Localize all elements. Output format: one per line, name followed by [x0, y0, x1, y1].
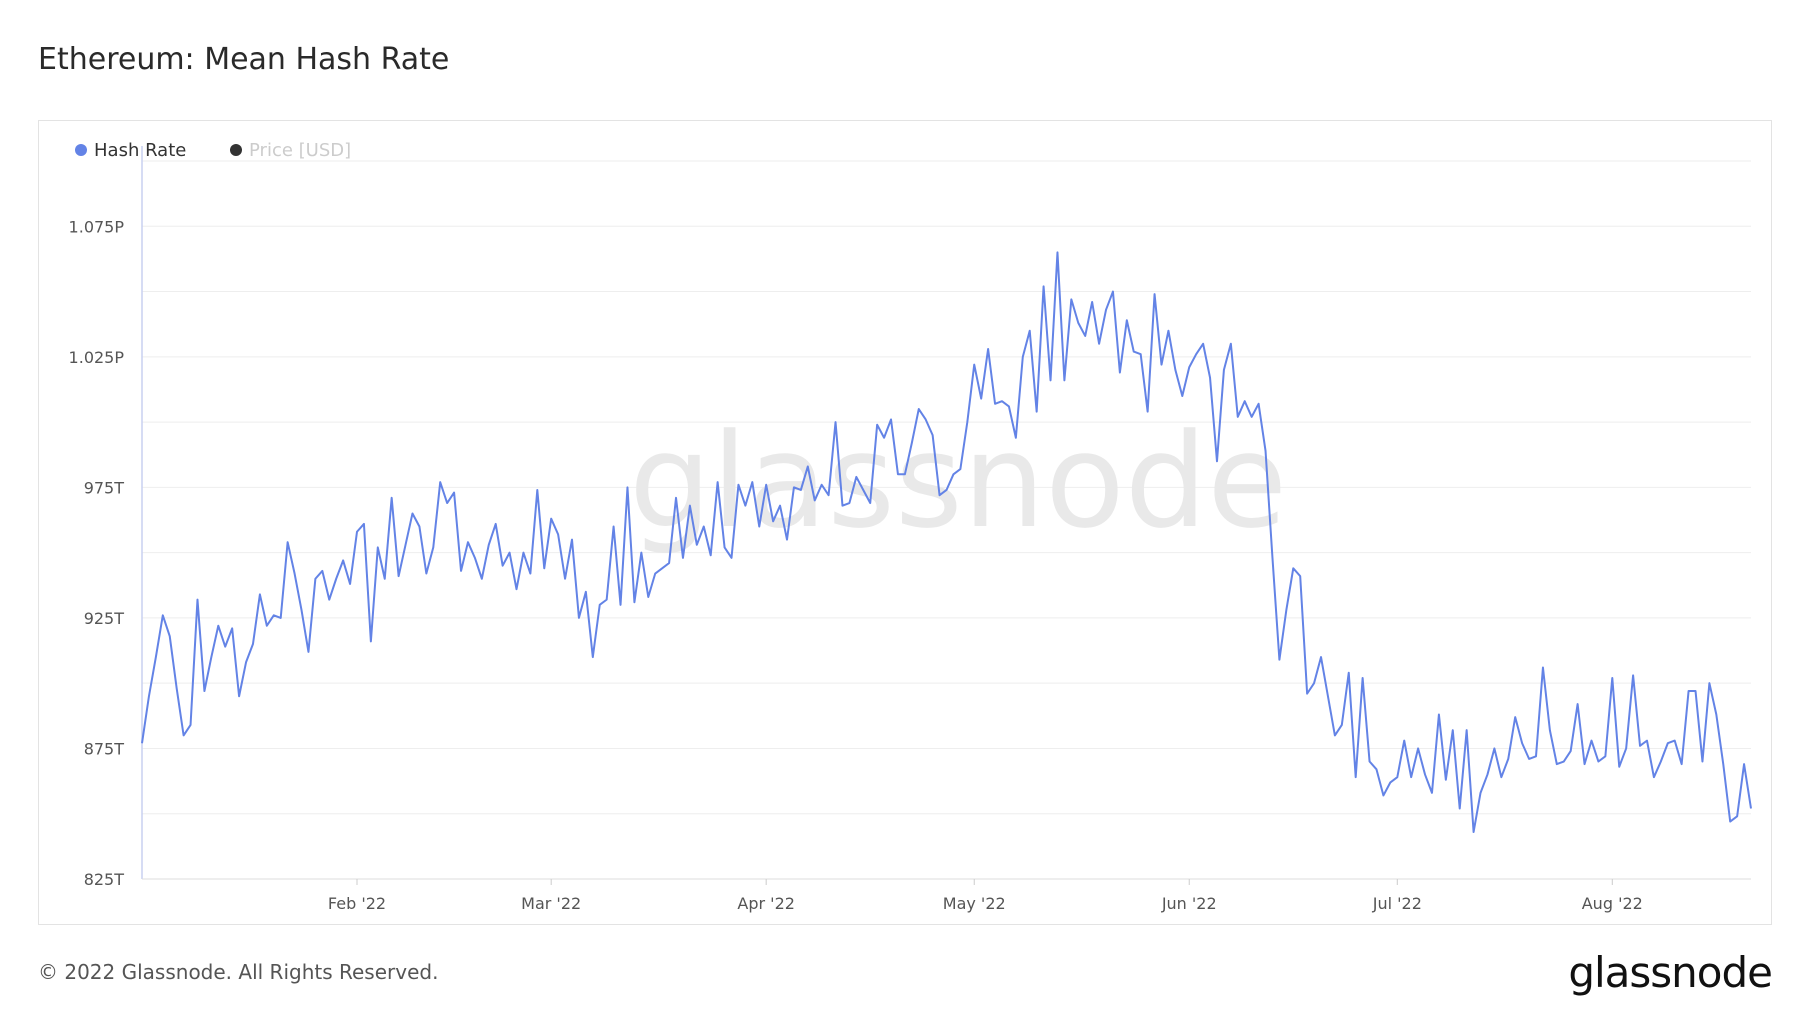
legend-marker	[75, 144, 87, 156]
legend-label: Price [USD]	[249, 140, 351, 161]
y-tick-label: 825T	[84, 870, 125, 889]
hash-rate-line	[141, 251, 1752, 833]
axes	[141, 146, 1751, 880]
y-axis-labels: 825T 875T 925T 975T 1.025P 1.075P	[69, 217, 125, 889]
legend-item-price[interactable]: Price [USD]	[230, 140, 351, 161]
legend-marker	[230, 144, 242, 156]
legend[interactable]: Hash Rate Price [USD]	[75, 140, 351, 161]
page-title: Ethereum: Mean Hash Rate	[38, 42, 450, 77]
y-tick-label: 1.025P	[69, 348, 125, 367]
x-tick-label: Jul '22	[1372, 894, 1422, 913]
watermark: glassnode	[629, 405, 1287, 557]
x-tick-label: Aug '22	[1582, 894, 1643, 913]
x-axis-labels: Feb '22 Mar '22 Apr '22 May '22 Jun '22 Jul '…	[328, 879, 1643, 913]
y-tick-label: 875T	[84, 739, 125, 758]
y-tick-label: 1.075P	[69, 217, 125, 236]
x-tick-label: May '22	[943, 894, 1006, 913]
legend-label: Hash Rate	[94, 140, 186, 161]
brand-logo: glassnode	[1568, 948, 1773, 997]
copyright-footer: © 2022 Glassnode. All Rights Reserved.	[38, 960, 439, 984]
legend-item-hash-rate[interactable]: Hash Rate	[75, 140, 186, 161]
x-tick-label: Mar '22	[521, 894, 581, 913]
y-tick-label: 925T	[84, 609, 125, 628]
y-tick-label: 975T	[84, 478, 125, 497]
grid-lines	[142, 160, 1751, 815]
chart-panel: glassnode 825T 875T 925T 975T 1.025P 1.075P F…	[38, 120, 1772, 925]
x-tick-label: Apr '22	[737, 894, 795, 913]
x-tick-label: Jun '22	[1161, 894, 1217, 913]
x-tick-label: Feb '22	[328, 894, 386, 913]
chart-svg: glassnode 825T 875T 925T 975T 1.025P 1.075P F…	[69, 140, 1752, 913]
